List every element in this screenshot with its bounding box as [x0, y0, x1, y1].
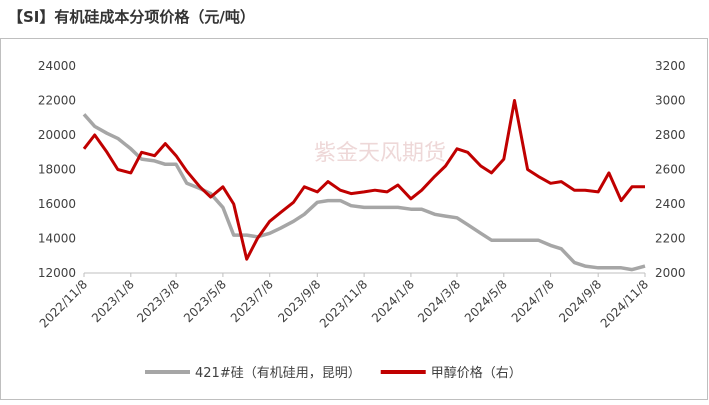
- frame: [0, 38, 708, 400]
- legend-label: 421#硅（有机硅用，昆明）: [195, 366, 361, 381]
- x-tick-label: 2024/5/8: [462, 277, 510, 325]
- x-tick-label: 2023/5/8: [181, 277, 229, 325]
- y2-tick-label: 2200: [655, 232, 686, 246]
- watermark: 紫金天风期货: [314, 141, 446, 166]
- series-line: [82, 99, 645, 261]
- x-tick-label: 2024/11/8: [598, 277, 651, 330]
- x-tick-label: 2024/7/8: [509, 277, 557, 325]
- y-tick-label: 16000: [38, 197, 76, 211]
- y2-tick-label: 2400: [655, 197, 686, 211]
- chart-title: 【SI】有机硅成本分项价格（元/吨）: [8, 8, 255, 26]
- y-tick-label: 20000: [38, 128, 76, 142]
- x-tick-label: 2022/11/8: [37, 277, 90, 330]
- y-tick-label: 24000: [38, 59, 76, 73]
- x-tick-label: 2024/3/8: [415, 277, 463, 325]
- y-tick-label: 22000: [38, 94, 76, 108]
- x-tick-label: 2023/3/8: [134, 277, 182, 325]
- y2-tick-label: 2000: [655, 266, 686, 280]
- y2-tick-label: 3200: [655, 59, 686, 73]
- series-line: [82, 113, 646, 272]
- x-tick-label: 2023/7/8: [228, 277, 276, 325]
- x-tick-label: 2023/1/8: [89, 277, 137, 325]
- y-tick-label: 12000: [38, 266, 76, 280]
- y2-tick-label: 2800: [655, 128, 686, 142]
- y2-tick-label: 2600: [655, 163, 686, 177]
- x-tick-label: 2023/9/8: [275, 277, 323, 325]
- y-tick-label: 14000: [38, 232, 76, 246]
- y2-tick-label: 3000: [655, 94, 686, 108]
- x-tick-label: 2024/9/8: [556, 277, 604, 325]
- y-tick-label: 18000: [38, 163, 76, 177]
- x-tick-label: 2023/11/8: [317, 277, 370, 330]
- legend-label: 甲醇价格（右）: [431, 365, 522, 381]
- x-tick-label: 2024/1/8: [369, 277, 417, 325]
